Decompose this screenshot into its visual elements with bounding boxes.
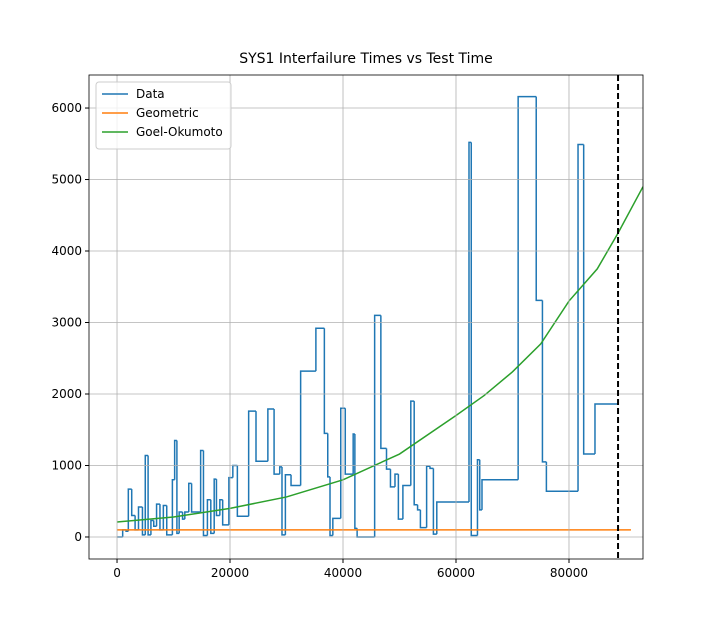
step-segment xyxy=(176,440,180,535)
step-segment xyxy=(329,476,333,537)
step-segment xyxy=(413,401,418,506)
y-tick-label: 1000 xyxy=(51,458,82,472)
step-segment xyxy=(255,411,268,462)
step-segment xyxy=(481,479,519,510)
step-segment xyxy=(315,327,325,372)
y-tick-label: 3000 xyxy=(51,316,82,330)
step-segment xyxy=(188,482,192,512)
x-tick-label: 80000 xyxy=(550,566,588,580)
step-segment xyxy=(582,144,595,455)
y-tick-label: 2000 xyxy=(51,387,82,401)
step-segment xyxy=(535,96,543,302)
step-segment xyxy=(299,370,316,486)
step-segment xyxy=(410,400,415,486)
x-tick-label: 40000 xyxy=(324,566,362,580)
step-segment xyxy=(352,433,355,475)
step-segment xyxy=(344,408,354,475)
step-segment xyxy=(247,410,257,517)
y-tick-label: 6000 xyxy=(51,101,82,115)
plot-frame xyxy=(88,74,644,560)
legend-label: Goel-Okumoto xyxy=(136,125,223,139)
legend-box xyxy=(95,81,232,150)
step-segment xyxy=(517,95,537,480)
step-segment xyxy=(213,478,217,534)
step-segment xyxy=(394,473,399,487)
step-segment xyxy=(432,468,437,535)
step-segment xyxy=(380,315,387,450)
step-segment xyxy=(541,300,547,463)
step-segment xyxy=(429,466,434,470)
step-segment xyxy=(476,459,480,536)
step-segment xyxy=(141,506,146,536)
step-segment xyxy=(468,141,472,502)
step-segment xyxy=(165,505,173,536)
step-segment xyxy=(327,433,331,478)
step-segment xyxy=(290,474,301,487)
step-segment xyxy=(594,403,619,455)
step-segment xyxy=(173,439,177,480)
step-segment xyxy=(545,461,579,492)
step-segment xyxy=(385,448,391,470)
step-segment xyxy=(323,328,328,435)
step-segment xyxy=(416,504,421,511)
y-tick-label: 5000 xyxy=(51,173,82,187)
step-segment xyxy=(281,466,286,536)
step-segment xyxy=(181,511,185,520)
step-segment xyxy=(373,314,381,537)
step-segment xyxy=(127,488,132,532)
legend-label: Data xyxy=(136,87,165,101)
step-segment xyxy=(419,509,427,529)
step-segment xyxy=(436,501,469,535)
legend-label: Geometric xyxy=(136,106,199,120)
x-tick-label: 20000 xyxy=(211,566,249,580)
step-segment xyxy=(137,506,143,530)
step-segment xyxy=(190,483,201,513)
step-segment xyxy=(470,142,478,537)
step-segment xyxy=(284,474,292,535)
step-segment xyxy=(199,449,204,512)
step-segment xyxy=(339,407,346,519)
step-segment xyxy=(278,466,282,475)
step-segment xyxy=(202,450,208,537)
step-segment xyxy=(397,474,403,520)
step-segment xyxy=(152,520,157,528)
x-tick-label: 0 xyxy=(113,566,121,580)
step-segment xyxy=(130,489,136,517)
step-segment xyxy=(147,455,151,536)
step-segment xyxy=(184,511,189,520)
step-segment xyxy=(206,499,211,536)
x-tick-label: 60000 xyxy=(437,566,475,580)
step-segment xyxy=(425,465,431,528)
step-segment xyxy=(144,454,149,535)
step-segment xyxy=(221,499,229,526)
line xyxy=(116,186,643,523)
step-segment xyxy=(162,504,167,530)
series-layer xyxy=(116,95,643,538)
y-tick-label: 4000 xyxy=(51,244,82,258)
step-segment xyxy=(478,459,482,511)
step-segment xyxy=(267,408,275,462)
step-segment xyxy=(402,484,411,520)
step-segment xyxy=(273,409,280,475)
y-tick-label: 0 xyxy=(74,530,82,544)
step-segment xyxy=(215,479,220,517)
step-segment xyxy=(389,469,395,488)
chart-title: SYS1 Interfailure Times vs Test Time xyxy=(239,51,493,67)
step-segment xyxy=(577,143,584,492)
step-segment xyxy=(178,511,183,534)
step-segment xyxy=(236,465,249,517)
